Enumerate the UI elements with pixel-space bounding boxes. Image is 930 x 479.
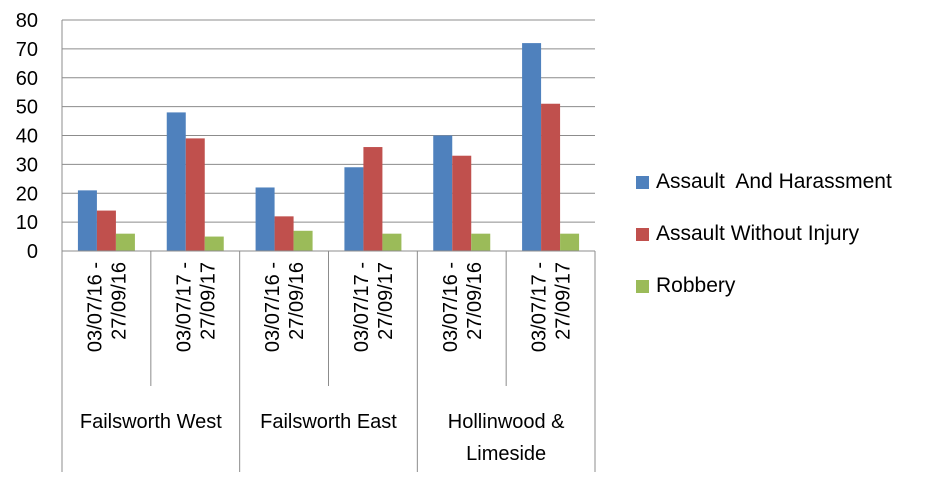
y-tick-label: 60	[16, 68, 38, 90]
legend-label: Assault Without Injury	[656, 222, 860, 245]
legend-item-robbery: Robbery	[636, 274, 892, 297]
y-tick-label: 70	[16, 39, 38, 61]
legend-swatch	[636, 227, 649, 241]
gridlines	[62, 19, 595, 223]
legend-swatch	[636, 279, 649, 293]
bar	[96, 210, 116, 251]
x-axis: 03/07/16 -27/09/16 03/07/17 -27/09/17 03/0…	[61, 250, 596, 472]
svg-text:03/07/17 -: 03/07/17 -	[351, 262, 373, 352]
group-label: Failsworth East	[260, 411, 397, 433]
bar	[452, 155, 472, 251]
y-tick-label: 10	[16, 212, 38, 234]
x-tick-label: 03/07/17 -27/09/17	[173, 262, 219, 352]
legend-item-assault-and-harassment: Assault And Harassment	[636, 170, 892, 193]
bar	[344, 167, 364, 251]
y-tick-label: 0	[27, 241, 38, 263]
y-tick-label: 50	[16, 97, 38, 119]
svg-text:27/09/17: 27/09/17	[197, 262, 219, 340]
bars	[77, 43, 580, 252]
x-tick-label: 03/07/17 -27/09/17	[529, 262, 575, 352]
bar	[115, 233, 135, 251]
bar	[274, 216, 294, 251]
bar	[204, 236, 224, 251]
bar	[293, 230, 313, 251]
bar	[522, 43, 542, 251]
svg-text:27/09/16: 27/09/16	[286, 262, 308, 340]
svg-text:03/07/16 -: 03/07/16 -	[440, 262, 462, 352]
bar	[77, 190, 97, 251]
y-tick-label: 20	[16, 183, 38, 205]
bar	[363, 147, 383, 251]
legend: Assault And Harassment Assault Without I…	[636, 170, 892, 328]
x-tick-label: 03/07/16 -27/09/16	[84, 262, 130, 352]
legend-swatch	[636, 175, 649, 189]
y-tick-label: 80	[16, 10, 38, 32]
bar	[433, 135, 453, 251]
bar	[382, 233, 402, 251]
svg-text:27/09/16: 27/09/16	[108, 262, 130, 340]
svg-text:27/09/17: 27/09/17	[375, 262, 397, 340]
svg-text:03/07/17 -: 03/07/17 -	[173, 262, 195, 352]
svg-text:27/09/17: 27/09/17	[553, 262, 575, 340]
legend-item-assault-without-injury: Assault Without Injury	[636, 222, 892, 245]
svg-text:03/07/16 -: 03/07/16 -	[262, 262, 284, 352]
svg-text:03/07/17 -: 03/07/17 -	[529, 262, 551, 352]
legend-label: Robbery	[656, 274, 736, 297]
x-tick-label: 03/07/17 -27/09/17	[351, 262, 397, 352]
y-axis: 0 10 20 30 40 50 60 70 80	[16, 10, 63, 263]
x-tick-label: 03/07/16 -27/09/16	[262, 262, 308, 352]
svg-text:03/07/16 -: 03/07/16 -	[84, 262, 106, 352]
group-label: Hollinwood & Limeside	[448, 411, 565, 465]
y-tick-label: 30	[16, 154, 38, 176]
y-tick-label: 40	[16, 126, 38, 148]
group-label: Failsworth West	[80, 411, 222, 433]
bar	[471, 233, 491, 251]
bar	[185, 138, 205, 251]
bar	[541, 103, 561, 251]
bar	[560, 233, 580, 251]
legend-label: Assault And Harassment	[656, 170, 892, 193]
bar	[166, 112, 186, 252]
bar	[255, 187, 275, 251]
svg-text:27/09/16: 27/09/16	[464, 262, 486, 340]
x-tick-label: 03/07/16 -27/09/16	[440, 262, 486, 352]
